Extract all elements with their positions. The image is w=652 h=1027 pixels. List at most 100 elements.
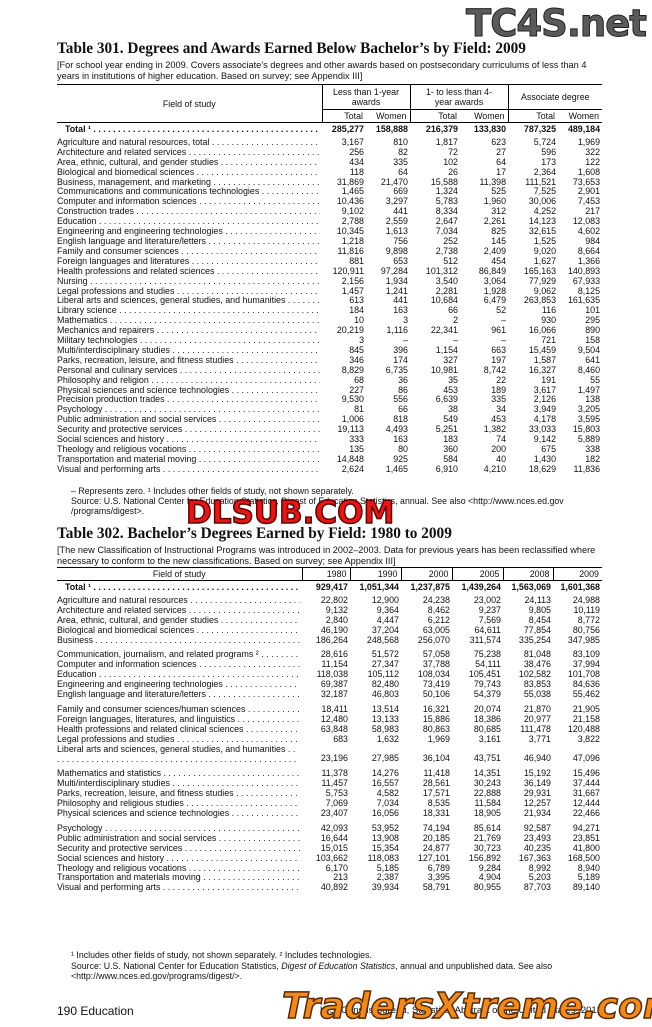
cell: 10,981 xyxy=(430,364,458,375)
cell: 10,345 xyxy=(336,226,364,237)
cell: 27,985 xyxy=(371,753,399,764)
cell: 9,102 xyxy=(341,206,364,217)
column-header: 1980 xyxy=(301,567,350,581)
table-row: Mathematics 10 3 2 – 930 295 xyxy=(57,315,602,326)
row-label-cell: Psychology xyxy=(57,824,302,834)
row-label: Multi/interdisciplinary studies xyxy=(57,346,320,355)
row-label: Mathematics and statistics xyxy=(57,769,300,778)
cell: 111,521 xyxy=(525,176,557,187)
cell: 333 xyxy=(349,434,364,445)
cell: 32,615 xyxy=(528,226,557,237)
cell: 167,363 xyxy=(518,852,551,863)
cell: 8,664 xyxy=(577,245,601,256)
cell: 1,006 xyxy=(341,414,364,425)
table-row: Communications and communications techno… xyxy=(57,187,602,197)
row-label: Business, management, and marketing xyxy=(57,178,320,187)
column-header: 1990 xyxy=(349,567,401,581)
table-row: Education 2,788 2,559 2,647 2,261 14,123 12,08… xyxy=(57,216,602,227)
cell: 2,624 xyxy=(341,463,364,474)
cell: 75,238 xyxy=(473,649,501,660)
table-row: Personal and culinary services 8,829 6,735… xyxy=(57,364,602,376)
cell: 23,196 xyxy=(320,753,348,764)
cell: 200 xyxy=(491,444,507,454)
table-row: Health professions and related clinical … xyxy=(57,724,602,735)
cell: 133,830 xyxy=(473,124,507,134)
cell: 57,058 xyxy=(422,649,450,660)
column-header: 2008 xyxy=(502,567,553,581)
cell: 122 xyxy=(585,156,601,167)
cell: 35 xyxy=(448,374,458,385)
row-label: Architecture and related services xyxy=(57,148,320,157)
label-box: Public administration and social service… xyxy=(57,415,320,425)
table-row: Liberal arts and sciences, general studi… xyxy=(57,745,602,765)
running-footer: U.S. Census Bureau, Statistical Abstract… xyxy=(320,1005,602,1016)
row-label: Construction trades xyxy=(57,207,320,216)
label-box: English language and literature/letters xyxy=(57,690,300,700)
label-box: Multi/interdisciplinary studies xyxy=(57,779,300,789)
header-row: Total Women Total Women Total Women xyxy=(57,109,603,123)
row-label-cell: Family and consumer sciences/human scien… xyxy=(57,705,302,715)
cell: 961 xyxy=(491,325,507,336)
table-body: Total ¹ 929,417 1,051,344 1,237,875 1,439,26… xyxy=(57,581,602,894)
row-label: Biological and biomedical sciences xyxy=(57,168,320,177)
label-box: Liberal arts and sciences, general studi… xyxy=(57,745,300,765)
cell: 28,616 xyxy=(320,649,348,660)
cell: 2,387 xyxy=(376,872,399,883)
cell: 24,877 xyxy=(422,842,450,853)
row-label-cell: Nursing xyxy=(57,277,322,287)
cell: 15,459 xyxy=(528,344,557,355)
cell: 1,934 xyxy=(385,275,408,286)
cell: 14,276 xyxy=(371,768,399,779)
label-box: Nursing xyxy=(57,277,320,287)
cell: 26 xyxy=(448,166,458,177)
cell: 2,840 xyxy=(325,614,348,625)
cell: 28,561 xyxy=(422,778,450,789)
cell: 2,901 xyxy=(577,186,601,197)
cell: 46,190 xyxy=(320,624,348,635)
cell: 74,194 xyxy=(422,822,450,833)
table: Field of study 1980 1990 2000 2005 2008 2009 To… xyxy=(57,567,602,893)
label-box: Legal professions and studies xyxy=(57,735,300,745)
headnote: [The new Classification of Instructional… xyxy=(57,545,596,566)
cell: 105,112 xyxy=(367,669,399,680)
cell: 66 xyxy=(398,404,408,415)
cell: 4,602 xyxy=(577,226,601,237)
label-box: Total ¹ xyxy=(57,125,320,135)
watermark: TC4S.net xyxy=(466,2,648,46)
cell: 161,635 xyxy=(567,295,601,306)
cell: 6,170 xyxy=(325,862,348,873)
source-note: Source: U.S. National Center for Educati… xyxy=(71,496,564,517)
row-label: Security and protective services xyxy=(57,844,300,853)
cell: 135 xyxy=(349,444,364,454)
cell: 623 xyxy=(491,136,507,147)
cell: 102 xyxy=(443,156,458,167)
row-label-cell: Education xyxy=(57,670,302,680)
cell: 31,869 xyxy=(336,176,364,187)
cell: 101 xyxy=(585,305,601,316)
cell: 1,613 xyxy=(385,226,408,237)
cell: 16,066 xyxy=(528,325,557,336)
cell: 83,109 xyxy=(572,649,600,660)
cell: 23,407 xyxy=(320,808,348,819)
row-label: Legal professions and studies xyxy=(57,287,320,296)
row-label-cell: Multi/interdisciplinary studies xyxy=(57,779,302,789)
cell: 1,382 xyxy=(483,424,507,435)
row-label-cell: Visual and performing arts xyxy=(57,883,302,893)
cell: 15,015 xyxy=(320,842,348,853)
cell: 80 xyxy=(398,444,408,454)
row-label-cell: Computer and information sciences xyxy=(57,660,302,670)
column-header: Field of study xyxy=(57,84,322,123)
table-row: English language and literature/letters 1… xyxy=(57,236,602,247)
cell: 116 xyxy=(541,305,557,316)
cell: 24,988 xyxy=(572,594,600,605)
table-row: Security and protective services 19,113 4,… xyxy=(57,424,602,435)
label-box: Education xyxy=(57,670,300,680)
cell: 11,836 xyxy=(573,463,601,474)
cell: 1,439,264 xyxy=(461,582,501,592)
cell: – xyxy=(453,335,458,346)
cell: 2,281 xyxy=(435,285,458,296)
cell: 17 xyxy=(496,166,507,177)
row-label: Computer and information sciences xyxy=(57,660,300,669)
cell: 16,056 xyxy=(371,808,399,819)
table-row: Nursing 2,156 1,934 3,540 3,064 77,929 67,933 xyxy=(57,275,602,287)
